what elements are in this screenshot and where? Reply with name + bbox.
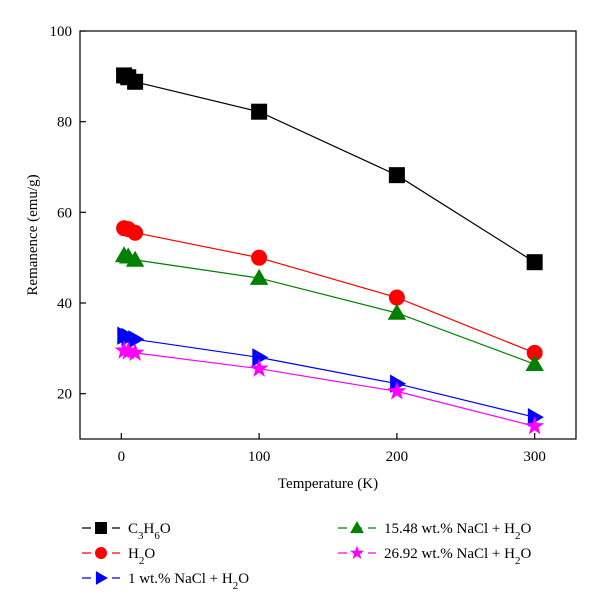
legend-entry: 15.48 wt.% NaCl + H2O — [338, 521, 531, 542]
legend-label: 26.92 wt.% NaCl + H2O — [384, 546, 531, 567]
data-point — [125, 250, 145, 267]
data-point — [251, 103, 268, 120]
series-5 — [114, 340, 545, 435]
series-line — [123, 335, 535, 418]
data-point — [127, 73, 144, 90]
data-point — [127, 224, 144, 241]
data-point — [388, 167, 405, 184]
data-point — [526, 344, 543, 361]
data-point — [387, 303, 407, 320]
legend-marker — [349, 545, 365, 560]
y-tick-label: 60 — [57, 205, 72, 221]
data-point — [251, 249, 268, 266]
y-axis-label: Remanence (emu/g) — [25, 174, 41, 295]
legend-entry: C3H6O — [82, 521, 171, 542]
data-point — [249, 358, 269, 377]
x-tick-label: 300 — [523, 449, 546, 465]
y-tick-label: 40 — [57, 296, 72, 312]
series-line — [123, 254, 535, 365]
series-2 — [116, 220, 543, 361]
data-point — [525, 416, 545, 435]
x-tick-label: 200 — [386, 449, 409, 465]
series-3 — [117, 326, 544, 427]
data-point — [252, 348, 269, 367]
axis-ticks: 0 100 200 300 20 40 60 80 100 — [50, 24, 546, 465]
y-tick-label: 80 — [57, 115, 72, 131]
x-tick-label: 0 — [118, 449, 126, 465]
legend-label: H2O — [128, 546, 155, 567]
legend-marker — [350, 521, 364, 534]
data-point — [249, 268, 269, 285]
y-tick-label: 100 — [50, 24, 73, 40]
legend-entry: 26.92 wt.% NaCl + H2O — [338, 545, 531, 567]
series-layer — [114, 67, 545, 435]
legend: C3H6O H2O 1 wt.% NaCl + H2O 15.48 wt.% NaCl… — [82, 521, 531, 592]
y-tick-label: 20 — [57, 387, 72, 403]
data-point — [527, 408, 544, 427]
legend-label: C3H6O — [128, 521, 171, 542]
data-point — [526, 254, 543, 271]
series-4 — [114, 246, 544, 371]
data-point — [525, 355, 544, 371]
series-line — [123, 227, 535, 354]
data-point — [128, 330, 145, 349]
plot-frame — [79, 30, 577, 440]
data-point — [387, 381, 407, 400]
x-axis-label: Temperature (K) — [278, 476, 378, 492]
legend-marker — [95, 571, 108, 585]
data-point — [388, 289, 405, 306]
x-tick-label: 100 — [248, 449, 271, 465]
series-1 — [116, 67, 543, 271]
legend-marker — [95, 522, 107, 534]
legend-label: 15.48 wt.% NaCl + H2O — [384, 521, 531, 542]
series-line — [123, 74, 536, 263]
series-line — [123, 350, 535, 427]
data-point — [125, 342, 145, 361]
legend-entry: 1 wt.% NaCl + H2O — [82, 571, 249, 592]
legend-entry: H2O — [82, 546, 155, 567]
legend-label: 1 wt.% NaCl + H2O — [128, 571, 249, 592]
legend-marker — [95, 547, 107, 559]
